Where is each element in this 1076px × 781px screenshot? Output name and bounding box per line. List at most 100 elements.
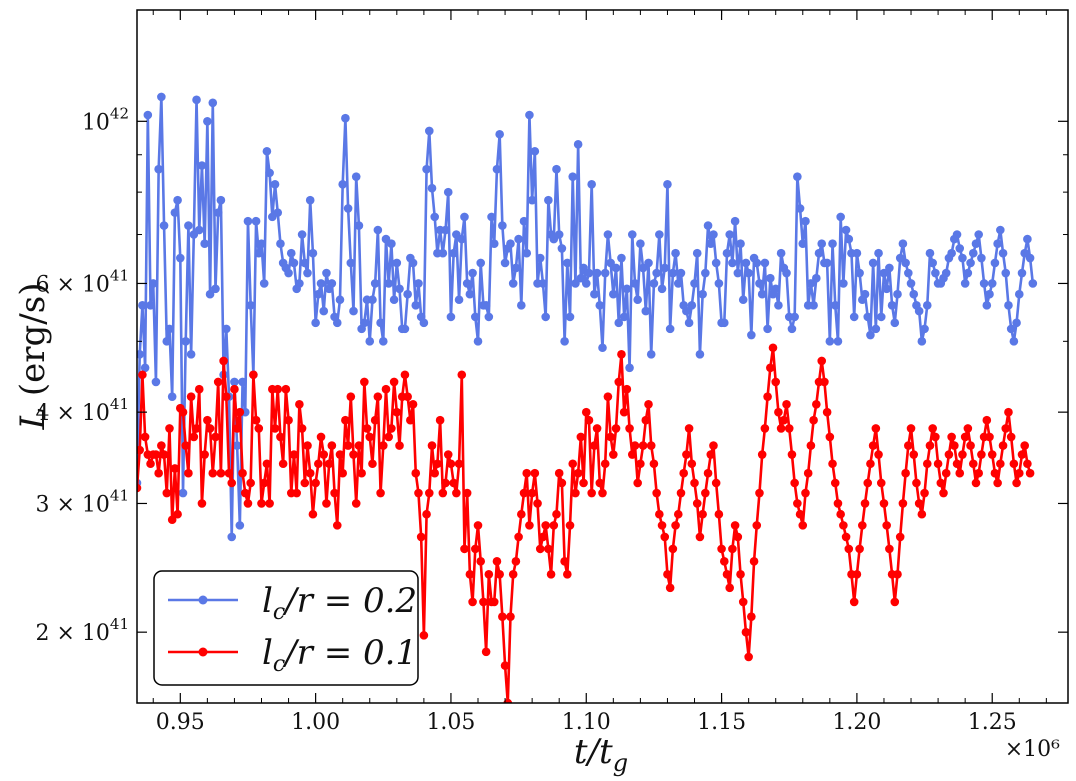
data-point (1004, 301, 1013, 310)
data-point (958, 253, 967, 263)
data-point (687, 459, 697, 469)
data-point (324, 459, 334, 469)
data-point (809, 301, 818, 310)
data-point (476, 557, 486, 566)
data-point (471, 312, 480, 322)
data-point (349, 306, 358, 316)
data-point (652, 268, 661, 278)
data-point (544, 195, 553, 205)
data-point (219, 356, 228, 366)
data-point (203, 117, 212, 126)
data-point (684, 318, 694, 328)
data-point (411, 301, 421, 310)
data-point (424, 126, 434, 136)
data-point (703, 221, 713, 230)
data-point (609, 289, 618, 299)
data-point (595, 478, 605, 488)
data-point (950, 441, 959, 450)
data-point (511, 557, 521, 566)
data-point (625, 363, 634, 373)
data-point (695, 349, 705, 359)
data-point (251, 216, 261, 226)
data-point (273, 384, 283, 394)
data-point (1001, 424, 1011, 433)
data-point (200, 450, 209, 459)
data-point (297, 230, 307, 239)
data-point (146, 301, 155, 310)
data-point (178, 488, 188, 498)
data-point (760, 258, 770, 268)
data-point (863, 312, 873, 322)
data-point (655, 509, 664, 519)
data-point (868, 441, 878, 450)
y-axis-title: L (erg/s) (13, 283, 53, 431)
data-point (289, 258, 299, 268)
data-point (213, 377, 223, 387)
data-point (200, 239, 209, 249)
data-point (568, 459, 578, 469)
data-point (460, 544, 469, 554)
data-point (538, 532, 548, 542)
data-point (197, 161, 207, 170)
data-point (690, 279, 699, 288)
data-point (457, 370, 467, 380)
data-point (668, 544, 678, 554)
data-point (701, 488, 710, 498)
data-point (295, 279, 304, 288)
data-point (966, 258, 975, 268)
data-point (660, 532, 670, 542)
data-point (730, 216, 740, 226)
data-point (901, 258, 910, 268)
data-point (968, 248, 978, 258)
data-point (836, 212, 845, 222)
data-point (806, 441, 816, 450)
data-point (327, 441, 337, 450)
data-point (817, 239, 827, 249)
data-point (500, 661, 510, 670)
data-point (403, 289, 412, 299)
data-point (579, 263, 588, 273)
data-point (281, 384, 291, 394)
data-point (844, 234, 854, 244)
data-point (592, 424, 602, 433)
data-point (904, 268, 913, 278)
data-point (922, 301, 932, 310)
x-tick-label: 1.15 (697, 710, 746, 735)
data-point (335, 450, 345, 459)
data-point (535, 253, 545, 263)
data-point (955, 244, 965, 253)
data-point (338, 180, 347, 189)
data-point (611, 263, 621, 273)
data-point (1014, 468, 1024, 478)
data-point (376, 318, 385, 328)
data-point (925, 248, 935, 258)
data-point (922, 459, 932, 469)
data-point (996, 225, 1005, 235)
data-point (205, 424, 215, 433)
data-point (506, 612, 515, 621)
data-point (728, 544, 737, 554)
data-point (435, 415, 445, 425)
data-point (627, 450, 637, 459)
x-tick-label: 1.25 (968, 710, 1017, 735)
data-point (137, 445, 145, 455)
data-point (914, 306, 924, 316)
data-point (649, 459, 659, 469)
data-point (841, 532, 851, 542)
data-point (552, 164, 561, 174)
data-point (316, 432, 326, 442)
data-point (541, 312, 550, 322)
data-point (186, 392, 196, 401)
data-point (676, 488, 686, 498)
data-point (893, 570, 902, 579)
data-point (430, 468, 440, 478)
data-point (332, 521, 342, 530)
data-point (955, 468, 965, 478)
data-point (360, 318, 369, 328)
data-point (841, 225, 851, 235)
data-point (977, 253, 986, 263)
x-tick-label: 1.10 (562, 710, 611, 735)
data-point (522, 468, 532, 478)
data-point (446, 459, 456, 469)
data-point (928, 258, 937, 268)
